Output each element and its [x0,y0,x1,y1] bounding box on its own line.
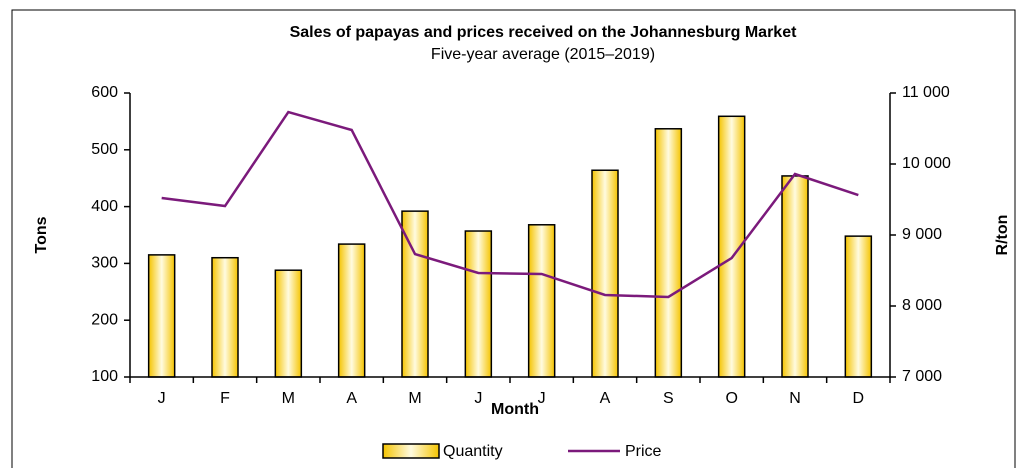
x-tick-label: S [663,390,674,407]
x-tick-label: O [725,390,737,407]
legend-label: Quantity [443,443,503,460]
y2-tick-label: 11 000 [902,84,950,101]
y-tick-label: 200 [91,311,118,328]
y-axis-label: Tons [33,216,50,253]
bar [211,256,239,378]
x-axis-label: Month [491,401,539,418]
bar [844,235,873,378]
y-tick-label: 100 [91,368,118,385]
bar [527,224,556,378]
legend-swatch [382,443,440,459]
y-tick-label: 600 [91,84,118,101]
x-tick-label: M [408,390,421,407]
bar [781,175,809,378]
x-tick-label: J [474,390,482,407]
chart-title: Sales of papayas and prices received on … [290,24,798,41]
bar [337,243,366,378]
x-tick-label: A [600,390,611,407]
x-tick-label: J [158,390,166,407]
y-tick-label: 500 [91,141,118,158]
y2-axis-label: R/ton [994,215,1011,256]
x-tick-label: M [282,390,295,407]
bar [274,269,303,378]
y-tick-label: 300 [91,255,118,272]
bar [591,169,619,378]
frame [11,9,1016,468]
y2-tick-label: 7 000 [902,368,942,385]
x-tick-label: A [346,390,357,407]
x-tick-label: D [853,390,865,407]
y-tick-label: 400 [91,198,118,215]
legend-label: Price [625,443,662,460]
x-tick-label: J [538,390,546,407]
bar [464,230,493,378]
bar [147,254,176,378]
price-line [161,110,859,299]
y2-tick-label: 10 000 [902,155,951,172]
chart-subtitle: Five-year average (2015–2019) [431,46,655,63]
x-tick-label: N [789,390,801,407]
x-tick-label: F [220,390,230,407]
y2-tick-label: 9 000 [902,226,942,243]
y2-tick-label: 8 000 [902,297,942,314]
bar [654,128,683,378]
